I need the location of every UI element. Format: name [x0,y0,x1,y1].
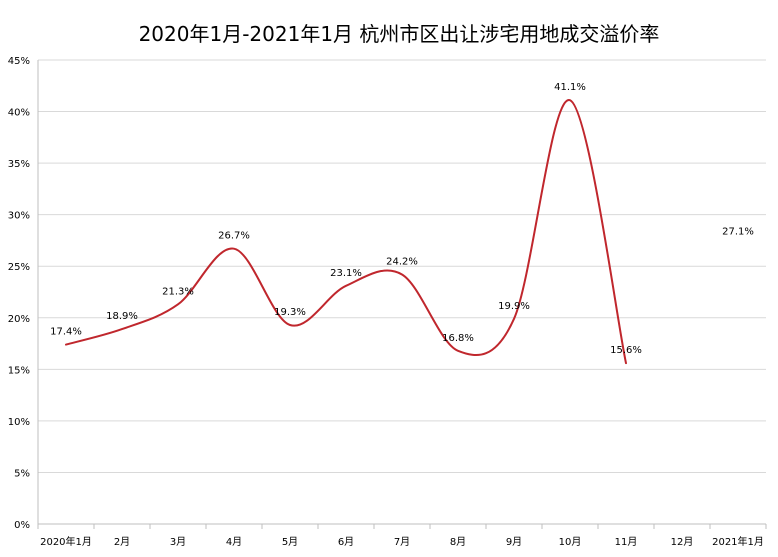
x-tick-label: 8月 [450,536,466,548]
y-tick-label: 45% [8,56,30,67]
data-label: 27.1% [722,227,754,238]
data-label: 21.3% [162,286,194,297]
x-tick-label: 9月 [506,536,522,548]
data-label: 26.7% [218,231,250,242]
data-label: 24.2% [386,256,418,267]
x-tick-label: 7月 [394,536,410,548]
series-line [65,99,627,365]
x-tick-label: 12月 [671,536,694,548]
chart-title: 2020年1月-2021年1月 杭州市区出让涉宅用地成交溢价率 [138,22,660,46]
x-axis: 2020年1月 2月 3月 4月 5月 6月 7月 8月 9月 10月 11月 12月 2021年1月 [37,523,767,548]
data-label: 41.1% [554,82,586,93]
data-labels: 17.4% 18.9% 21.3% 26.7% 19.3% 23.1% 24.2% 16.8%… [50,82,754,356]
y-tick-label: 30% [8,211,30,222]
x-tick-label: 3月 [170,536,186,548]
x-tick-label: 2020年1月 [40,535,92,548]
x-tick-label: 2021年1月 [712,535,764,548]
x-tick-label: 10月 [559,536,582,548]
y-tick-label: 15% [8,365,30,376]
data-label: 23.1% [330,268,362,279]
x-tick-label: 4月 [226,536,242,548]
data-point [736,243,740,247]
grid-lines [38,59,766,525]
data-label: 16.8% [442,333,474,344]
y-axis: 0% 5% 10% 15% 20% 25% 30% 35% 40% 45% [8,56,39,531]
data-label: 15.6% [610,345,642,356]
data-label: 17.4% [50,327,82,338]
y-tick-label: 10% [8,417,30,428]
series-layer [65,99,740,365]
x-tick-label: 5月 [282,536,298,548]
data-label: 19.9% [498,301,530,312]
data-label: 19.3% [274,307,306,318]
y-tick-label: 35% [8,159,30,170]
x-tick-label: 6月 [338,536,354,548]
y-tick-label: 0% [14,520,30,531]
y-tick-label: 40% [8,108,30,119]
y-tick-label: 25% [8,262,30,273]
y-tick-label: 20% [8,314,30,325]
x-tick-label: 11月 [615,536,638,548]
data-label: 18.9% [106,311,138,322]
x-tick-label: 2月 [114,536,130,548]
y-tick-label: 5% [14,468,30,479]
